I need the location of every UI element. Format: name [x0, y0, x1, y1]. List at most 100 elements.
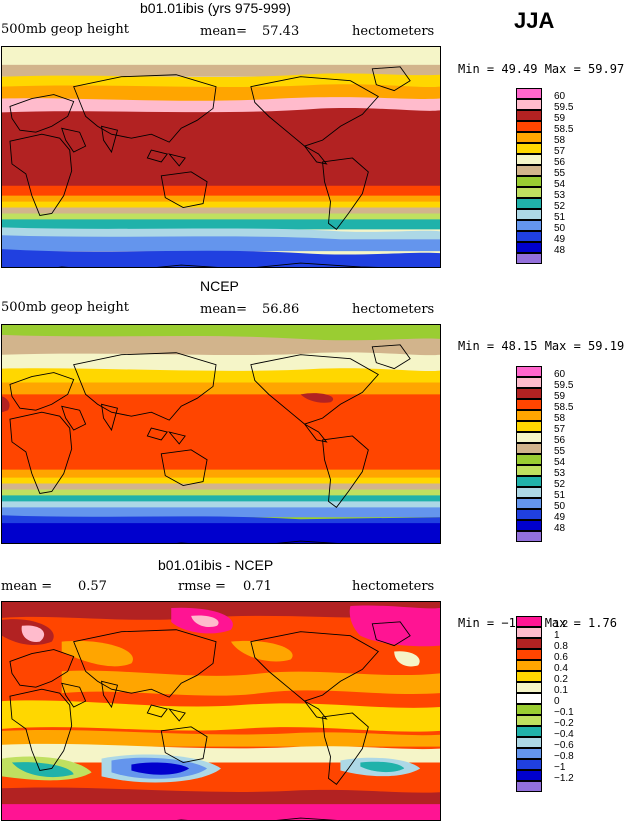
legend-label: 54	[554, 179, 566, 190]
panel2-units: hectometers	[352, 302, 435, 317]
panel1-map	[1, 46, 441, 268]
legend-label: −1.2	[554, 773, 574, 784]
legend-color-box	[516, 154, 542, 165]
legend-color-box	[516, 143, 542, 154]
legend-label: 1.2	[554, 619, 568, 630]
legend-color-box	[516, 132, 542, 143]
legend-color-box	[516, 421, 542, 432]
legend-label: 0	[554, 696, 560, 707]
legend-color-box	[516, 454, 542, 465]
legend-color-box	[516, 231, 542, 242]
legend-color-box	[516, 660, 542, 671]
legend-label: 57	[554, 424, 566, 435]
legend-label: 48	[554, 245, 566, 256]
legend-label: 55	[554, 168, 566, 179]
legend-color-box	[516, 388, 542, 399]
legend-color-box	[516, 121, 542, 132]
panel1-variable: 500mb geop height	[1, 22, 130, 37]
legend-color-box	[516, 726, 542, 737]
panel1-mean-label: mean=	[200, 24, 248, 39]
legend-color-box	[516, 110, 542, 121]
legend-label: −0.1	[554, 707, 574, 718]
legend-color-box	[516, 616, 542, 627]
panel1-min-max: Min = 49.49 Max = 59.97	[458, 62, 625, 76]
legend-label: 55	[554, 446, 566, 457]
legend-color-box	[516, 209, 542, 220]
legend-label: 48	[554, 523, 566, 534]
legend-label: 58	[554, 135, 566, 146]
legend-color-box	[516, 715, 542, 726]
legend-color-box	[516, 770, 542, 781]
panel1-title: b01.01ibis (yrs 975-999)	[140, 0, 291, 16]
legend-label: 58.5	[554, 402, 574, 413]
legend-color-box	[516, 693, 542, 704]
panel3-units: hectometers	[352, 579, 435, 594]
legend-color-box	[516, 682, 542, 693]
legend-label: 53	[554, 190, 566, 201]
legend-color-box	[516, 476, 542, 487]
legend-color-box	[516, 649, 542, 660]
legend-label: 0.4	[554, 663, 568, 674]
legend-label: 52	[554, 201, 566, 212]
legend-color-box	[516, 399, 542, 410]
legend-label: 0.1	[554, 685, 568, 696]
legend-color-box	[516, 198, 542, 209]
legend-color-box	[516, 465, 542, 476]
legend-label: 58.5	[554, 124, 574, 135]
legend-color-box	[516, 737, 542, 748]
legend-label: 49	[554, 234, 566, 245]
legend-label: 49	[554, 512, 566, 523]
legend-color-box	[516, 187, 542, 198]
legend-color-box	[516, 242, 542, 253]
legend-color-box	[516, 759, 542, 770]
legend-label: −0.2	[554, 718, 574, 729]
legend-color-box	[516, 377, 542, 388]
season-label: JJA	[514, 8, 555, 33]
legend-color-box	[516, 220, 542, 231]
legend-label: 56	[554, 157, 566, 168]
legend-color-box	[516, 176, 542, 187]
legend-color-box	[516, 520, 542, 531]
legend-label: 60	[554, 91, 566, 102]
legend-color-box	[516, 253, 542, 264]
panel2-mean-value: 56.86	[262, 302, 300, 317]
panel3-map	[1, 601, 441, 821]
legend-color-box	[516, 627, 542, 638]
panel2-title: NCEP	[200, 278, 239, 294]
legend-label: 0.6	[554, 652, 568, 663]
legend-color-box	[516, 443, 542, 454]
legend-label: 52	[554, 479, 566, 490]
legend-label: 54	[554, 457, 566, 468]
legend-label: −1	[554, 762, 566, 773]
legend-color-box	[516, 487, 542, 498]
panel3-mean-value: 0.57	[78, 579, 107, 594]
legend-label: 50	[554, 501, 566, 512]
legend-color-box	[516, 671, 542, 682]
legend-label: 59.5	[554, 102, 574, 113]
legend-label: 59.5	[554, 380, 574, 391]
legend-color-box	[516, 531, 542, 542]
panel3-title: b01.01ibis - NCEP	[158, 557, 274, 573]
panel1-units: hectometers	[352, 24, 435, 39]
panel2-variable: 500mb geop height	[1, 300, 130, 315]
legend-label: 0.8	[554, 641, 568, 652]
legend-label: 1	[554, 630, 560, 641]
legend-label: 58	[554, 413, 566, 424]
legend-label: 59	[554, 391, 566, 402]
legend-label: 50	[554, 223, 566, 234]
legend-color-box	[516, 165, 542, 176]
legend-color-box	[516, 432, 542, 443]
legend-label: 57	[554, 146, 566, 157]
legend-color-box	[516, 410, 542, 421]
legend-color-box	[516, 509, 542, 520]
legend-color-box	[516, 366, 542, 377]
legend-label: 53	[554, 468, 566, 479]
panel3-rmse-value: 0.71	[243, 579, 272, 594]
legend-label: −0.4	[554, 729, 574, 740]
legend-color-box	[516, 781, 542, 792]
legend-color-box	[516, 704, 542, 715]
legend-color-box	[516, 748, 542, 759]
panel2-min-max: Min = 48.15 Max = 59.19	[458, 339, 625, 353]
legend-color-box	[516, 99, 542, 110]
legend-color-box	[516, 638, 542, 649]
